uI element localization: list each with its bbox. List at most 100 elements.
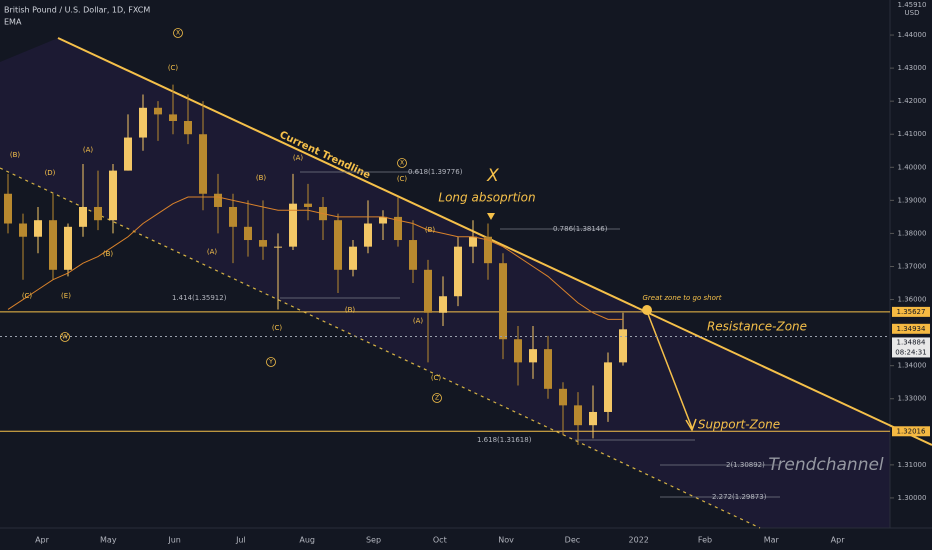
channel-shade xyxy=(0,38,890,528)
candle-body xyxy=(199,134,207,194)
annotation: Long absoprtion xyxy=(438,191,535,205)
y-tick-label: 1.30000 xyxy=(898,494,927,502)
x-tick-label: Jun xyxy=(167,536,181,545)
candle-body xyxy=(34,220,42,237)
candle-body xyxy=(274,246,282,248)
wave-label: W xyxy=(62,334,68,341)
wave-circle xyxy=(266,357,276,367)
fib-label: 1.618(1.31618) xyxy=(477,436,532,444)
marker xyxy=(487,213,495,220)
wave-circle xyxy=(432,393,442,403)
candle-body xyxy=(259,240,267,247)
x-tick-label: Sep xyxy=(366,536,381,545)
candle-body xyxy=(154,107,162,115)
x-tick-label: 2022 xyxy=(629,536,649,545)
x-tick-label: Mar xyxy=(764,536,780,545)
candle-body xyxy=(184,121,192,135)
candle-body xyxy=(94,206,102,221)
candle-body xyxy=(499,263,507,340)
chart-title: British Pound / U.S. Dollar, 1D, FXCM xyxy=(4,6,150,15)
candle-body xyxy=(544,349,552,389)
price-tag-label: 1.35627 xyxy=(897,308,926,316)
candle-body xyxy=(214,193,222,207)
candle-body xyxy=(394,216,402,241)
wave-label: Y xyxy=(268,359,273,366)
candle-body xyxy=(64,226,72,270)
candle-body xyxy=(229,206,237,227)
fib-label: 0.618(1.39776) xyxy=(408,168,463,176)
y-tick-label: 1.44000 xyxy=(898,31,927,39)
y-tick-label: 1.38000 xyxy=(898,229,927,237)
wave-label: (A) xyxy=(83,146,94,154)
fib-label: 0.786(1.38146) xyxy=(553,225,608,233)
candle-body xyxy=(574,405,582,426)
price-tag xyxy=(892,323,930,334)
wave-label: (E) xyxy=(61,292,71,300)
annotation: Support-Zone xyxy=(698,418,780,432)
price-tag-label: 1.34884 xyxy=(897,338,926,346)
annotation: Trendchannel xyxy=(768,455,884,475)
candle-body xyxy=(469,236,477,247)
candle-body xyxy=(484,236,492,264)
x-tick-label: Apr xyxy=(831,536,846,545)
marker-dot xyxy=(642,305,652,315)
y-tick-label: 1.34000 xyxy=(898,362,927,370)
candle-body xyxy=(589,411,597,426)
wave-label: (C) xyxy=(168,64,179,72)
candle-body xyxy=(139,107,147,138)
channel-line xyxy=(0,167,761,529)
wave-label: (C) xyxy=(22,292,33,300)
wave-label: (C) xyxy=(272,324,283,332)
candle-body xyxy=(529,349,537,363)
y-tick-label: 1.36000 xyxy=(898,296,927,304)
y-tick-label: 1.42000 xyxy=(898,97,927,105)
wave-label: (B) xyxy=(425,226,436,234)
candle-body xyxy=(439,296,447,313)
candle-body xyxy=(349,246,357,270)
candle-body xyxy=(424,269,432,313)
candle-body xyxy=(379,216,387,224)
candle-body xyxy=(4,193,12,224)
candle-body xyxy=(289,203,297,247)
candle-body xyxy=(454,246,462,297)
y-tick-label: 1.41000 xyxy=(898,130,927,138)
x-tick-label: Feb xyxy=(698,536,712,545)
y-tick-label: 1.43000 xyxy=(898,64,927,72)
price-tag-label: 1.34934 xyxy=(897,325,926,333)
indicator: EMA xyxy=(4,18,22,27)
arrow xyxy=(647,313,693,429)
candle-body xyxy=(49,220,57,270)
wave-label: (B) xyxy=(103,250,114,258)
x-tick-label: Apr xyxy=(35,536,50,545)
candle-body xyxy=(409,240,417,270)
annotation: Great zone to go short xyxy=(643,294,722,302)
price-tag xyxy=(892,426,930,437)
wave-label: (A) xyxy=(413,317,424,325)
x-tick-label: Jul xyxy=(235,536,246,545)
wave-label: Z xyxy=(435,395,439,402)
trendline xyxy=(57,37,932,446)
candle-body xyxy=(334,220,342,270)
price-tag-sublabel: 08:24:31 xyxy=(895,348,926,356)
wave-label: X xyxy=(400,160,404,167)
x-tick-label: Dec xyxy=(565,536,580,545)
price-tag xyxy=(892,337,930,358)
wave-label: (C) xyxy=(431,374,442,382)
top-label: 1.45910 xyxy=(898,1,927,9)
fib-label: 2.272(1.29873) xyxy=(712,493,767,501)
candle-body xyxy=(169,114,177,122)
wave-label: (B) xyxy=(10,151,21,159)
arrow-head xyxy=(685,418,697,432)
wave-label: (A) xyxy=(293,154,304,162)
wave-label: X xyxy=(176,30,180,37)
wave-label: (B) xyxy=(256,174,267,182)
wave-circle xyxy=(173,28,183,38)
annotation: X xyxy=(486,166,499,186)
fib-label: 1.414(1.35912) xyxy=(172,294,227,302)
candle-body xyxy=(619,329,627,363)
y-tick-label: 1.37000 xyxy=(898,262,927,270)
y-tick-label: 1.33000 xyxy=(898,395,927,403)
y-tick-label: 1.39000 xyxy=(898,196,927,204)
price-tag xyxy=(892,306,930,317)
